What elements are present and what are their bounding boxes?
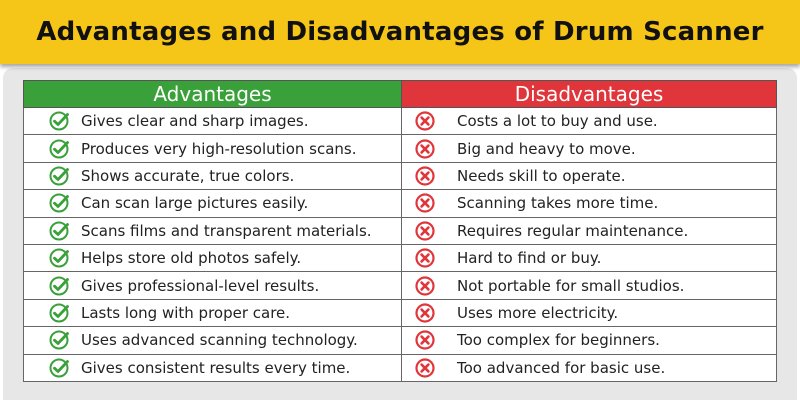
disadvantage-cell: Not portable for small studios. xyxy=(401,271,777,300)
x-circle-icon xyxy=(414,275,436,297)
disadvantage-text: Big and heavy to move. xyxy=(457,139,636,158)
disadvantage-cell: Requires regular maintenance. xyxy=(401,216,777,245)
check-circle-icon xyxy=(48,110,70,132)
check-circle-icon xyxy=(48,220,70,242)
table-row: Helps store old photos safely. Hard to fi… xyxy=(23,243,777,273)
x-circle-icon xyxy=(414,165,436,187)
x-circle-icon xyxy=(414,110,436,132)
disadvantage-text: Not portable for small studios. xyxy=(457,276,685,295)
check-circle-icon xyxy=(48,302,70,324)
advantage-text: Gives clear and sharp images. xyxy=(81,112,309,131)
disadvantage-text: Scanning takes more time. xyxy=(457,194,659,213)
disadvantage-cell: Uses more electricity. xyxy=(401,298,777,328)
advantage-cell: Shows accurate, true colors. xyxy=(23,161,402,191)
disadvantage-cell: Needs skill to operate. xyxy=(401,161,777,191)
x-circle-icon xyxy=(414,192,436,214)
advantage-text: Shows accurate, true colors. xyxy=(81,166,295,185)
check-circle-icon xyxy=(48,329,70,351)
disadvantages-header: Disadvantages xyxy=(401,80,777,108)
disadvantage-cell: Too complex for beginners. xyxy=(401,326,777,355)
advantage-text: Gives professional-level results. xyxy=(81,276,320,295)
advantage-text: Uses advanced scanning technology. xyxy=(81,331,358,350)
disadvantage-cell: Costs a lot to buy and use. xyxy=(401,106,777,136)
x-circle-icon xyxy=(414,138,436,160)
advantage-cell: Can scan large pictures easily. xyxy=(23,189,402,218)
check-circle-icon xyxy=(48,138,70,160)
check-circle-icon xyxy=(48,165,70,187)
x-circle-icon xyxy=(414,302,436,324)
x-circle-icon xyxy=(414,247,436,269)
disadvantage-cell: Too advanced for basic use. xyxy=(401,353,777,382)
advantage-text: Helps store old photos safely. xyxy=(81,249,302,268)
advantage-cell: Gives clear and sharp images. xyxy=(23,106,402,136)
disadvantage-cell: Big and heavy to move. xyxy=(401,134,777,163)
disadvantage-text: Hard to find or buy. xyxy=(457,249,602,268)
disadvantage-text: Too advanced for basic use. xyxy=(457,358,666,377)
advantage-text: Lasts long with proper care. xyxy=(81,303,291,322)
advantages-header: Advantages xyxy=(23,80,402,108)
disadvantage-text: Uses more electricity. xyxy=(457,303,619,322)
comparison-table: Advantages Disadvantages Gives clear and… xyxy=(23,80,777,382)
disadvantage-cell: Scanning takes more time. xyxy=(401,189,777,218)
advantage-cell: Scans films and transparent materials. xyxy=(23,216,402,245)
check-circle-icon xyxy=(48,192,70,214)
table-row: Gives professional-level results. Not por… xyxy=(23,271,777,300)
table-row: Lasts long with proper care. Uses more el… xyxy=(23,298,777,328)
advantage-cell: Produces very high-resolution scans. xyxy=(23,134,402,163)
title-banner: Advantages and Disadvantages of Drum Sca… xyxy=(0,0,800,64)
disadvantage-text: Needs skill to operate. xyxy=(457,166,626,185)
advantage-cell: Gives professional-level results. xyxy=(23,271,402,300)
table-row: Gives clear and sharp images. Costs a lot… xyxy=(23,106,777,136)
table-row: Gives consistent results every time. Too … xyxy=(23,353,777,382)
table-row: Produces very high-resolution scans. Big … xyxy=(23,134,777,163)
check-circle-icon xyxy=(48,357,70,379)
table-row: Uses advanced scanning technology. Too co… xyxy=(23,326,777,355)
advantage-cell: Uses advanced scanning technology. xyxy=(23,326,402,355)
check-circle-icon xyxy=(48,275,70,297)
disadvantage-text: Costs a lot to buy and use. xyxy=(457,112,658,131)
advantage-cell: Helps store old photos safely. xyxy=(23,243,402,273)
x-circle-icon xyxy=(414,329,436,351)
x-circle-icon xyxy=(414,220,436,242)
advantage-text: Gives consistent results every time. xyxy=(81,358,351,377)
table-row: Shows accurate, true colors. Needs skill … xyxy=(23,161,777,191)
disadvantage-cell: Hard to find or buy. xyxy=(401,243,777,273)
advantage-text: Can scan large pictures easily. xyxy=(81,194,309,213)
x-circle-icon xyxy=(414,357,436,379)
table-row: Scans films and transparent materials. Re… xyxy=(23,216,777,245)
header-row: Advantages Disadvantages xyxy=(23,80,777,108)
check-circle-icon xyxy=(48,247,70,269)
page-title: Advantages and Disadvantages of Drum Sca… xyxy=(36,17,764,47)
table-row: Can scan large pictures easily. Scanning … xyxy=(23,189,777,218)
advantage-cell: Lasts long with proper care. xyxy=(23,298,402,328)
advantage-text: Scans films and transparent materials. xyxy=(81,221,372,240)
advantage-cell: Gives consistent results every time. xyxy=(23,353,402,382)
disadvantage-text: Requires regular maintenance. xyxy=(457,221,689,240)
advantage-text: Produces very high-resolution scans. xyxy=(81,139,357,158)
disadvantage-text: Too complex for beginners. xyxy=(457,331,660,350)
